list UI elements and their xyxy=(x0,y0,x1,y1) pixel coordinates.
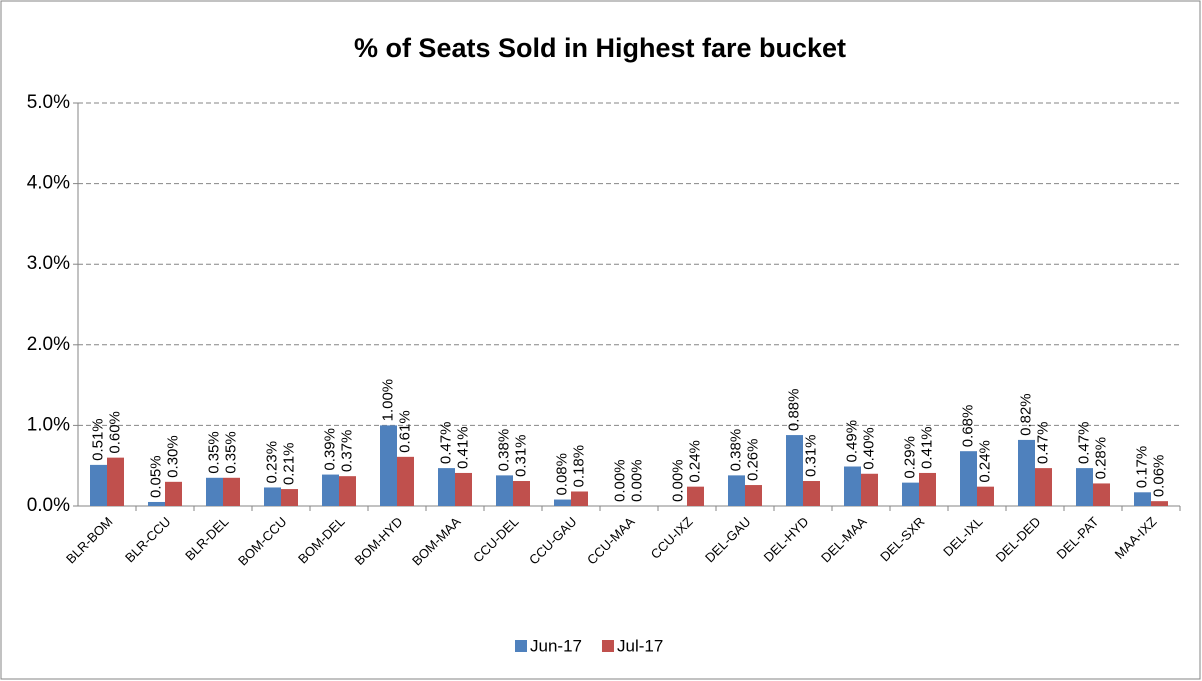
legend-swatch xyxy=(515,640,527,652)
data-label: 0.38% xyxy=(727,429,744,472)
data-label: 0.47% xyxy=(1034,422,1051,465)
data-label: 0.23% xyxy=(263,441,280,484)
bar xyxy=(960,451,977,506)
bar xyxy=(1076,468,1093,506)
y-tick-label: 4.0% xyxy=(27,173,70,194)
bar xyxy=(571,491,588,506)
data-label: 0.24% xyxy=(686,440,703,483)
data-label: 0.21% xyxy=(280,443,297,486)
data-label: 0.18% xyxy=(570,445,587,488)
y-tick-label: 1.0% xyxy=(27,414,70,435)
bar xyxy=(803,481,820,506)
data-label: 0.88% xyxy=(785,389,802,432)
bar xyxy=(1134,492,1151,506)
bar xyxy=(728,475,745,506)
data-label: 0.47% xyxy=(1075,422,1092,465)
bar xyxy=(977,486,994,506)
data-label: 0.35% xyxy=(222,431,239,474)
bar xyxy=(1035,468,1052,506)
bar xyxy=(786,435,803,506)
y-tick-label: 2.0% xyxy=(27,334,70,355)
bar xyxy=(107,457,124,506)
bar xyxy=(206,477,223,506)
bar xyxy=(554,499,571,506)
legend-swatch xyxy=(601,640,614,652)
data-label: 0.82% xyxy=(1017,393,1034,436)
bar xyxy=(148,501,165,506)
bar xyxy=(281,489,298,506)
bar xyxy=(438,468,455,506)
data-label: 0.31% xyxy=(512,434,529,477)
bar xyxy=(322,474,339,506)
data-label: 0.68% xyxy=(959,405,976,448)
data-label: 0.05% xyxy=(147,455,164,498)
data-label: 0.60% xyxy=(106,411,123,454)
data-label: 0.49% xyxy=(843,420,860,463)
data-label: 0.24% xyxy=(976,440,993,483)
data-label: 0.00% xyxy=(669,459,686,502)
data-label: 0.47% xyxy=(437,422,454,465)
data-label: 0.31% xyxy=(802,434,819,477)
bar xyxy=(339,476,356,506)
legend-label: Jul-17 xyxy=(617,636,663,655)
bar xyxy=(455,472,472,506)
bar xyxy=(745,485,762,506)
bar xyxy=(223,477,240,506)
data-label: 0.29% xyxy=(901,436,918,479)
data-label: 0.61% xyxy=(396,410,413,453)
data-label: 0.00% xyxy=(628,459,645,502)
bar xyxy=(1018,439,1035,506)
y-tick-label: 3.0% xyxy=(27,253,70,274)
data-label: 0.38% xyxy=(495,429,512,472)
data-label: 0.37% xyxy=(338,430,355,473)
chart-title: % of Seats Sold in Highest fare bucket xyxy=(354,33,846,63)
data-label: 0.17% xyxy=(1133,446,1150,489)
data-label: 0.30% xyxy=(164,435,181,478)
bar xyxy=(264,487,281,506)
data-label: 0.35% xyxy=(205,431,222,474)
bar xyxy=(844,466,861,506)
bar xyxy=(513,481,530,506)
bar xyxy=(496,475,513,506)
data-label: 0.41% xyxy=(918,426,935,469)
bar xyxy=(1093,483,1110,506)
data-label: 0.51% xyxy=(89,418,106,461)
bar xyxy=(687,486,704,506)
legend-label: Jun-17 xyxy=(530,636,582,655)
bar xyxy=(380,425,397,506)
data-label: 0.39% xyxy=(321,428,338,471)
data-label: 0.26% xyxy=(744,438,761,481)
bar xyxy=(90,464,107,506)
bar xyxy=(861,473,878,506)
data-label: 0.00% xyxy=(611,459,628,502)
data-label: 0.28% xyxy=(1092,437,1109,480)
y-tick-label: 5.0% xyxy=(27,92,70,113)
bar xyxy=(1151,501,1168,506)
data-label: 0.41% xyxy=(454,426,471,469)
data-label: 0.40% xyxy=(860,427,877,470)
bar xyxy=(919,472,936,506)
bar xyxy=(165,481,182,506)
data-label: 0.06% xyxy=(1150,455,1167,498)
bar xyxy=(397,456,414,506)
data-label: 0.08% xyxy=(553,453,570,496)
data-label: 1.00% xyxy=(379,379,396,422)
y-tick-label: 0.0% xyxy=(27,495,70,516)
bar xyxy=(902,482,919,506)
